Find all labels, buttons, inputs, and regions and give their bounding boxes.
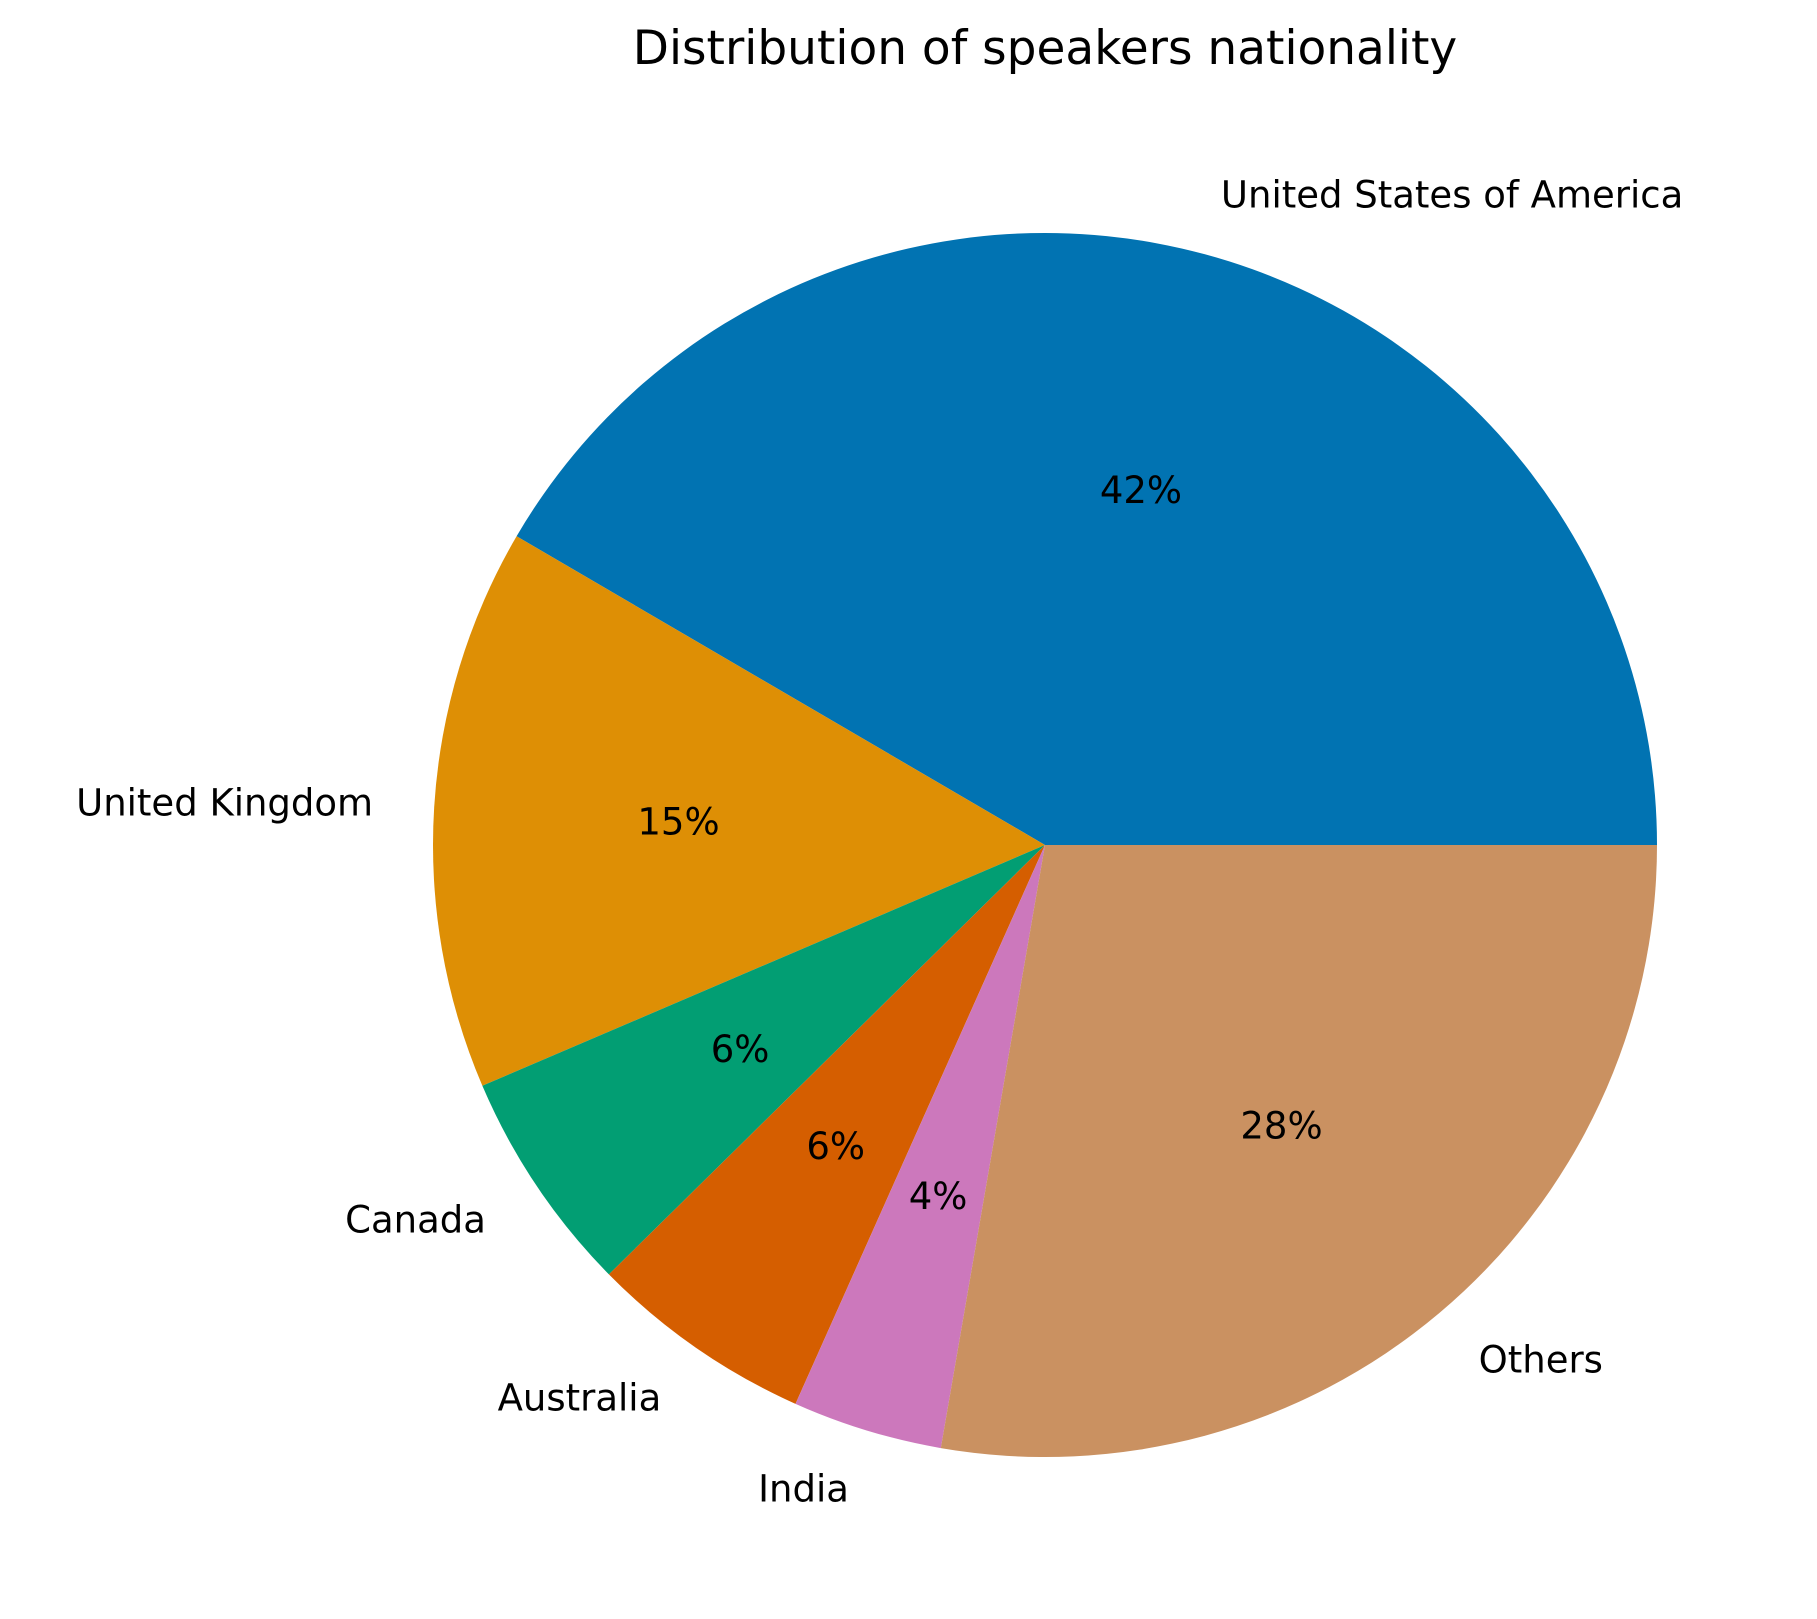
slice-percent-label: 4% [909, 1175, 968, 1218]
slice-category-label: United States of America [1221, 174, 1683, 217]
slice-percent-label: 42% [1100, 469, 1182, 512]
pie-slice-india [795, 845, 1045, 1449]
slice-category-label: Canada [345, 1199, 486, 1242]
pie-slices [432, 233, 1657, 1457]
slice-percent-label: 6% [711, 1028, 770, 1071]
slice-category-label: United Kingdom [76, 782, 373, 825]
slice-percent-label: 28% [1240, 1104, 1322, 1147]
pie-slice-canada [482, 845, 1045, 1275]
slice-category-label: Others [1479, 1338, 1603, 1381]
slice-category-label: India [758, 1468, 849, 1511]
slice-percent-label: 6% [806, 1125, 865, 1168]
pie-slice-united-kingdom [432, 536, 1046, 1086]
pie-labels: 42% United States of America 15% United Kin… [76, 174, 1683, 1511]
chart-title: Distribution of speakers nationality [633, 21, 1457, 76]
pie-slice-united-states-of-america [516, 233, 1657, 846]
pie-slice-others [940, 845, 1657, 1457]
pie-slice-australia [608, 845, 1045, 1404]
slice-percent-label: 15% [637, 801, 719, 844]
slice-category-label: Australia [498, 1377, 662, 1420]
